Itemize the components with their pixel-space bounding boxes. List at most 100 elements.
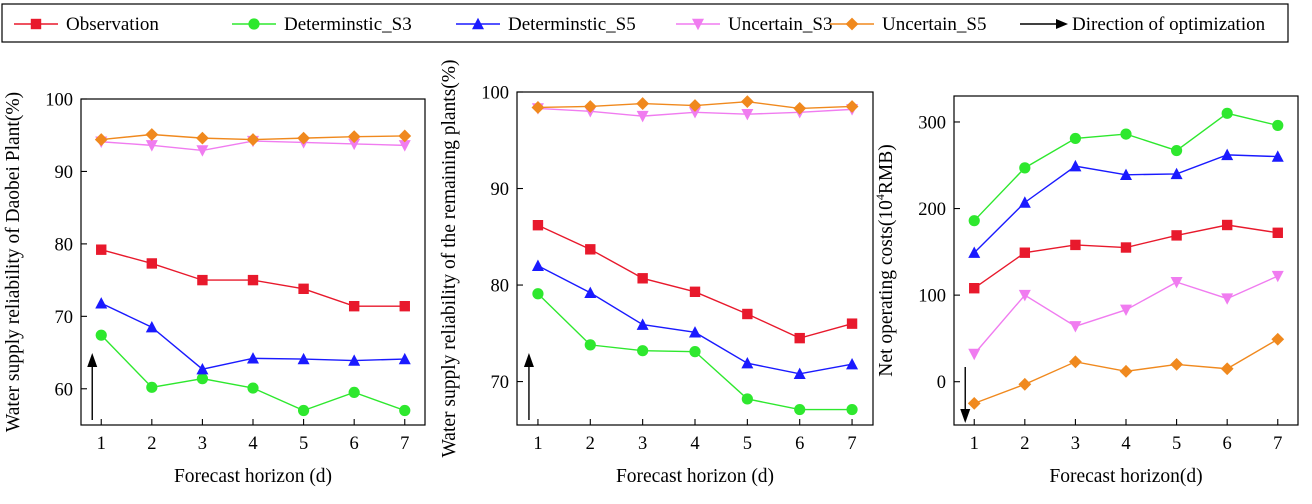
data-point bbox=[1272, 119, 1284, 132]
data-point bbox=[689, 286, 701, 297]
data-point bbox=[846, 357, 859, 370]
data-point bbox=[196, 363, 209, 375]
y-tick-label: 90 bbox=[55, 163, 74, 183]
legend-label: Determinstic_S3 bbox=[284, 14, 412, 35]
data-point bbox=[969, 283, 980, 294]
data-point bbox=[689, 107, 701, 119]
data-point bbox=[1120, 242, 1132, 253]
arrow-head bbox=[523, 353, 534, 367]
y-axis-label: Water supply reliability of the remainin… bbox=[439, 59, 460, 457]
y-tick-label: 100 bbox=[481, 84, 509, 104]
data-point bbox=[398, 140, 411, 152]
x-tick-label: 2 bbox=[586, 434, 595, 454]
x-tick-label: 2 bbox=[147, 434, 156, 454]
chart-panel-2: 70 80 90 100 1 2 3 4 5 6 7 Forecast horizon (d) Wate… bbox=[439, 59, 874, 487]
data-point bbox=[1018, 377, 1032, 391]
data-point bbox=[1170, 276, 1183, 289]
data-point bbox=[1019, 162, 1031, 174]
x-tick-label: 2 bbox=[1020, 434, 1029, 454]
x-tick-label: 4 bbox=[248, 434, 257, 454]
data-point bbox=[1069, 355, 1082, 369]
data-point bbox=[741, 357, 754, 369]
data-point bbox=[846, 318, 858, 329]
data-point bbox=[398, 352, 411, 365]
y-tick-label: 70 bbox=[491, 373, 510, 393]
series-observation bbox=[969, 219, 1283, 294]
y-axis-label-superscript: 4 bbox=[873, 194, 887, 200]
x-tick-label: 3 bbox=[1071, 434, 1080, 454]
data-point bbox=[1070, 239, 1081, 251]
data-point bbox=[348, 354, 361, 366]
legend-marker-square bbox=[30, 18, 42, 30]
x-tick-label: 1 bbox=[533, 434, 542, 454]
x-tick-label: 6 bbox=[350, 434, 359, 454]
data-point bbox=[1271, 332, 1285, 346]
data-point bbox=[1221, 107, 1233, 119]
data-point bbox=[1221, 148, 1234, 161]
data-point bbox=[247, 382, 259, 394]
plot-frame bbox=[516, 91, 874, 426]
y-tick-label: 60 bbox=[55, 380, 74, 400]
legend-label: Observation bbox=[66, 14, 159, 35]
legend-marker-circle bbox=[248, 18, 260, 30]
y-tick-label: 300 bbox=[918, 113, 946, 133]
x-tick-label: 1 bbox=[97, 434, 106, 454]
x-axis-label: Forecast horizon(d) bbox=[1049, 466, 1202, 487]
data-point bbox=[94, 133, 108, 146]
data-point bbox=[1018, 196, 1031, 208]
data-point bbox=[146, 381, 158, 393]
data-point bbox=[1170, 357, 1183, 371]
legend-item-determinstic-s5: Determinstic_S5 bbox=[456, 14, 636, 35]
data-point bbox=[196, 131, 209, 145]
data-point bbox=[1069, 132, 1082, 145]
data-point bbox=[583, 100, 597, 113]
series-observation bbox=[532, 220, 858, 344]
data-point bbox=[1271, 150, 1284, 162]
data-point bbox=[637, 345, 649, 357]
series-uncertain-s3 bbox=[968, 270, 1284, 361]
y-tick-label: 200 bbox=[918, 200, 946, 220]
data-point bbox=[96, 244, 107, 255]
data-point bbox=[399, 300, 410, 312]
legend-arrow-head-icon bbox=[1056, 19, 1068, 29]
x-axis-label: Forecast horizon (d) bbox=[616, 466, 774, 487]
x-tick-label: 4 bbox=[1121, 434, 1130, 454]
data-point bbox=[845, 100, 859, 113]
data-point bbox=[689, 326, 701, 338]
x-tick-label: 3 bbox=[198, 434, 207, 454]
data-point bbox=[968, 348, 981, 361]
data-point bbox=[247, 274, 259, 286]
x-tick-label: 1 bbox=[970, 434, 979, 454]
data-point bbox=[1119, 364, 1133, 378]
x-tick-label: 5 bbox=[743, 434, 752, 454]
legend-marker-triangle-up bbox=[472, 17, 484, 30]
legend-item-observation: Observation bbox=[14, 14, 159, 35]
data-point bbox=[584, 286, 597, 298]
data-point bbox=[968, 246, 981, 258]
chart-panel-3: 0 100 200 300 1 2 3 4 5 6 7 Forecast horizon(d) Net … bbox=[873, 95, 1299, 487]
series-line bbox=[100, 334, 406, 412]
y-axis-label: Net operating costs(104RMB) bbox=[873, 144, 897, 376]
data-point bbox=[196, 373, 209, 385]
data-point bbox=[1170, 144, 1183, 157]
data-point bbox=[1019, 247, 1031, 258]
data-point bbox=[196, 145, 209, 157]
x-tick-label: 5 bbox=[1172, 434, 1181, 454]
data-point bbox=[584, 339, 596, 351]
legend: Observation Determinstic_S3 Determinstic_S… bbox=[1, 3, 1289, 43]
data-point bbox=[794, 332, 805, 344]
legend-item-uncertain-s5: Uncertain_S5 bbox=[830, 14, 986, 35]
data-point bbox=[197, 274, 208, 286]
data-point bbox=[636, 318, 649, 330]
data-point bbox=[297, 404, 310, 417]
series-line bbox=[537, 265, 853, 375]
data-point bbox=[1271, 270, 1284, 283]
series-uncertain-s5 bbox=[531, 95, 859, 115]
y-axis-label: Water supply reliability of Daobei Plant… bbox=[3, 92, 24, 432]
series-observation bbox=[96, 244, 410, 312]
data-point bbox=[145, 128, 159, 141]
data-point bbox=[95, 297, 108, 309]
legend-frame bbox=[1, 3, 1289, 43]
